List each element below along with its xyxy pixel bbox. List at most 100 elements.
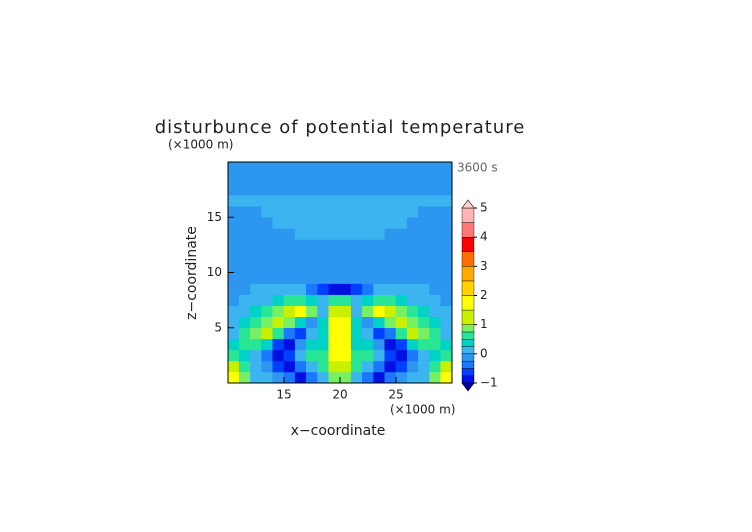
colorbar-band (461, 280, 475, 296)
contour-cell (373, 305, 386, 317)
contour-cell (283, 360, 296, 373)
contour-cell (373, 216, 386, 229)
contour-cell (227, 338, 240, 351)
contour-cell (406, 305, 419, 317)
contour-cell (395, 327, 408, 340)
contour-cell (350, 283, 363, 295)
contour-cell (362, 216, 374, 229)
contour-cell (272, 338, 285, 351)
contour-cell (238, 272, 251, 284)
contour-cell (406, 172, 419, 185)
contour-cell (250, 161, 262, 174)
contour-cell (429, 283, 442, 295)
contour-cell (429, 360, 442, 373)
contour-cell (440, 338, 453, 351)
chart-title: disturbunce of potential temperature (155, 117, 526, 138)
contour-cell (306, 216, 318, 229)
contour-cell (373, 283, 386, 295)
contour-cell (227, 360, 240, 373)
contour-cell (339, 360, 352, 373)
contour-cell (238, 294, 251, 306)
contour-cell (440, 172, 453, 185)
contour-cell (440, 360, 453, 373)
contour-cell (429, 250, 442, 262)
contour-cell (261, 327, 274, 340)
contour-cell (238, 172, 251, 185)
contour-cell (350, 172, 363, 185)
contour-cell (306, 305, 318, 317)
contour-cell (238, 305, 251, 317)
contour-cell (261, 338, 274, 351)
contour-cell (306, 194, 318, 207)
contour-cell (418, 272, 430, 284)
contour-cell (384, 360, 397, 373)
contour-cell (317, 183, 330, 196)
contour-cell (306, 161, 318, 174)
contour-cell (350, 294, 363, 306)
contour-cell (317, 239, 330, 251)
contour-cell (373, 183, 386, 196)
contour-cell (250, 172, 262, 185)
contour-cell (238, 183, 251, 196)
contour-cell (395, 172, 408, 185)
contour-cell (339, 161, 352, 174)
contour-cell (283, 305, 296, 317)
contour-cell (384, 228, 397, 240)
contour-cell (272, 194, 285, 207)
contour-cell (238, 338, 251, 351)
contour-cell (384, 283, 397, 295)
contour-cell (362, 205, 374, 218)
contour-cell (373, 172, 386, 185)
contour-cell (306, 239, 318, 251)
contour-cell (250, 338, 262, 351)
contour-cell (350, 261, 363, 273)
contour-cell (261, 228, 274, 240)
contour-cell (317, 216, 330, 229)
contour-cell (283, 338, 296, 351)
contour-cell (261, 371, 274, 384)
contour-cell (283, 272, 296, 284)
contour-cell (406, 371, 419, 384)
contour-cell (328, 216, 341, 229)
contour-cell (328, 194, 341, 207)
contour-cell (261, 360, 274, 373)
contour-cell (418, 349, 430, 362)
contour-cell (339, 371, 352, 384)
contour-cell (406, 228, 419, 240)
contour-cell (294, 283, 307, 295)
contour-cell (418, 371, 430, 384)
contour-cell (328, 327, 341, 340)
contour-cell (350, 371, 363, 384)
contour-cell (250, 272, 262, 284)
contour-cell (272, 205, 285, 218)
contour-cell (306, 261, 318, 273)
contour-cell (362, 183, 374, 196)
contour-cell (339, 272, 352, 284)
contour-cell (395, 183, 408, 196)
contour-cell (294, 305, 307, 317)
contour-cell (418, 338, 430, 351)
contour-cell (440, 194, 453, 207)
contour-cell (395, 250, 408, 262)
time-label: 3600 s (457, 161, 498, 175)
contour-cell (339, 316, 352, 329)
colorbar-tick-label: 0 (480, 346, 488, 360)
contour-cell (373, 161, 386, 174)
contour-cell (272, 216, 285, 229)
contour-cell (328, 183, 341, 196)
contour-cell (227, 172, 240, 185)
contour-cell (418, 161, 430, 174)
contour-cell (227, 371, 240, 384)
contour-cell (373, 194, 386, 207)
contour-cell (406, 183, 419, 196)
contour-cell (406, 250, 419, 262)
contour-cell (294, 327, 307, 340)
contour-cell (328, 283, 341, 295)
y-tick-label: 15 (207, 210, 222, 224)
contour-cell (306, 338, 318, 351)
contour-cell (261, 294, 274, 306)
contour-cell (362, 338, 374, 351)
contour-cell (384, 371, 397, 384)
contour-cell (429, 228, 442, 240)
contour-cell (328, 205, 341, 218)
